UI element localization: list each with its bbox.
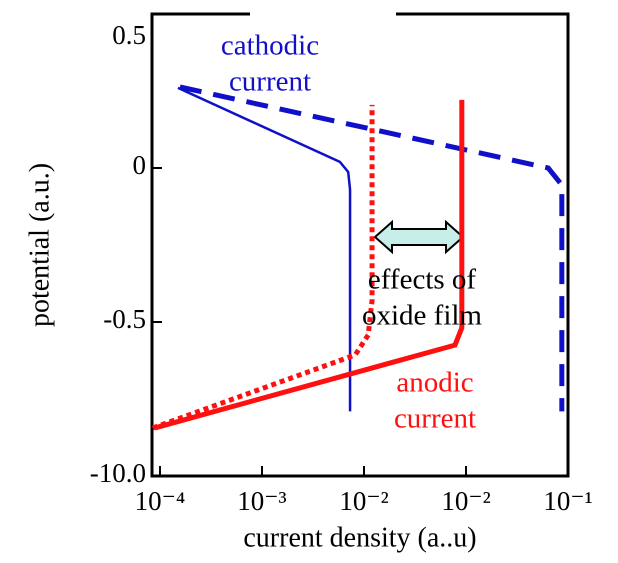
y-tick-label: -10.0: [90, 458, 146, 488]
annotation: cathodic: [221, 30, 319, 62]
x-tick-label: 10⁻³: [237, 486, 286, 516]
double-arrow: [373, 219, 465, 255]
x-axis-label: current density (a..u): [243, 522, 476, 553]
annotation: oxide film: [362, 300, 482, 332]
annotation: current: [229, 66, 311, 98]
line-series: [177, 86, 352, 412]
note-backdrop: [342, 264, 502, 336]
x-tick-label: 10⁻²: [441, 486, 490, 516]
label-backdrop: [250, 0, 396, 40]
x-tick-label: 10⁻²: [339, 486, 388, 516]
line-series: [154, 99, 465, 431]
x-tick-label: 10⁻⁴: [135, 486, 186, 516]
y-tick-label: 0.5: [112, 20, 146, 50]
y-tick-label: 0: [133, 150, 147, 180]
y-tick-label: -0.5: [103, 304, 146, 334]
y-axis-label: potential (a.u.): [24, 163, 55, 327]
annotation: effects of: [368, 264, 476, 296]
line-series: [179, 84, 565, 412]
x-tick-label: 10⁻¹: [543, 486, 592, 516]
annotation: anodic: [396, 367, 473, 399]
annotation: current: [394, 403, 476, 435]
